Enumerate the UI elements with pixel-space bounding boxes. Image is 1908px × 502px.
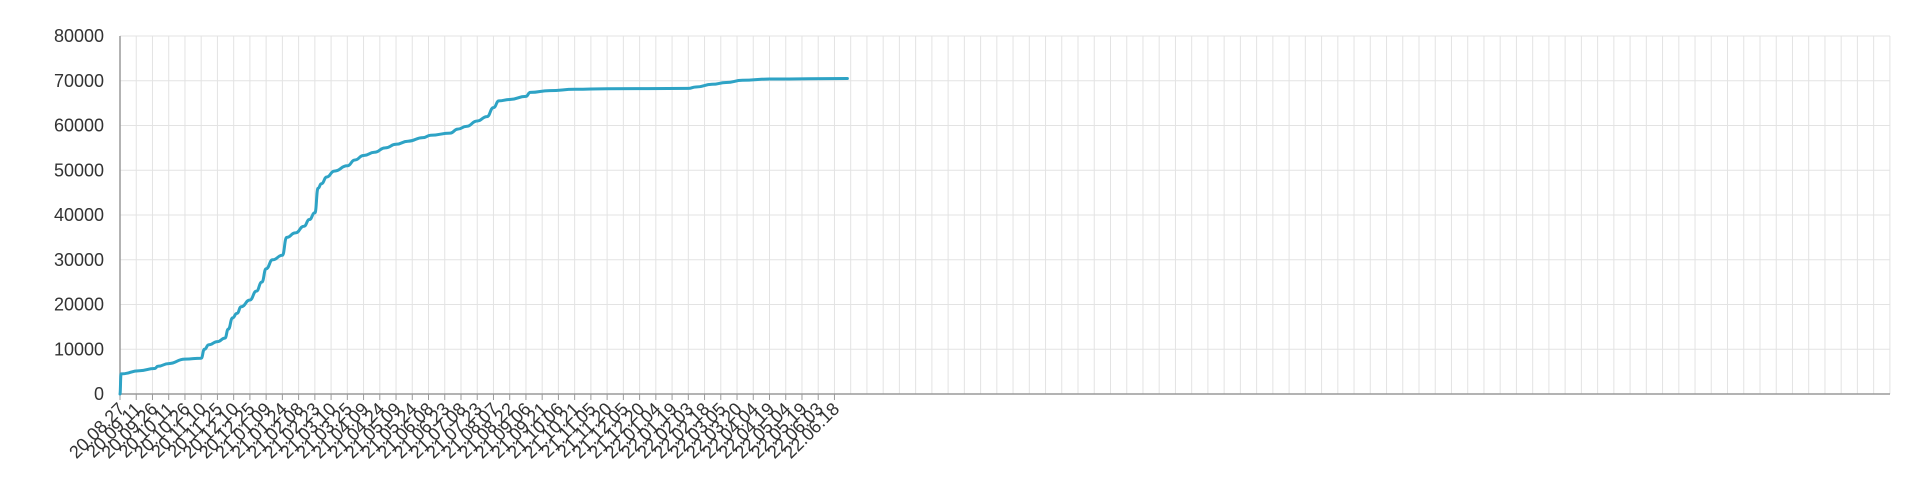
grid [119,35,1891,394]
series-line-0 [118,77,849,396]
series-layer [118,77,849,396]
y-tick-label: 30000 [54,250,104,270]
y-tick-label: 40000 [54,205,104,225]
y-tick-label: 60000 [54,116,104,136]
y-tick-label: 0 [94,384,104,404]
y-tick-label: 10000 [54,339,104,359]
y-tick-label: 50000 [54,160,104,180]
y-tick-label: 70000 [54,71,104,91]
tick-labels: 0 10000 20000 30000 40000 50000 60000 70000 8000… [54,26,843,462]
y-tick-label: 80000 [54,26,104,46]
y-tick-label: 20000 [54,295,104,315]
axes [119,36,1890,400]
